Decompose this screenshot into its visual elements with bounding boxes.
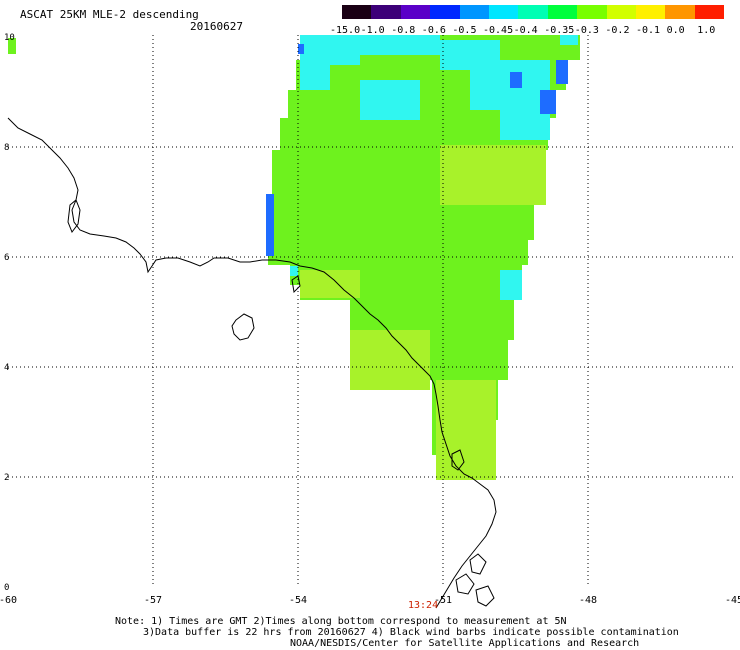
y-tick-label: 2 <box>4 473 9 483</box>
y-tick-label: 0 <box>4 583 9 593</box>
note-line-3: NOAA/NESDIS/Center for Satellite Applica… <box>290 638 640 649</box>
y-tick-label: 8 <box>4 143 9 153</box>
legend-label: 0.0 <box>666 25 685 36</box>
x-tick-label: -51 <box>434 595 452 606</box>
color-legend-bar <box>342 5 725 19</box>
swath-cell <box>298 44 304 54</box>
x-tick-label: -60 <box>0 595 17 606</box>
legend-label: -0.35 <box>544 25 575 36</box>
legend-label: -1.0 <box>360 25 385 36</box>
island-coast <box>469 553 487 575</box>
swath-cell <box>500 270 522 300</box>
swath-cell <box>360 35 440 55</box>
lat-lon-grid <box>8 35 734 587</box>
legend-swatch <box>577 5 607 19</box>
coastline <box>7 117 497 609</box>
y-tick-label: 6 <box>4 253 9 263</box>
x-tick-label: -48 <box>579 595 597 606</box>
scatterometer-swath <box>8 35 580 480</box>
swath-cell <box>560 35 578 45</box>
x-tick-label: -54 <box>289 595 307 606</box>
x-tick-label: -45 <box>725 595 740 606</box>
swath-cell <box>350 330 430 390</box>
swath-cell <box>8 38 16 54</box>
swath-cell <box>360 80 420 120</box>
swath-cell <box>300 270 360 298</box>
legend-label: 1.0 <box>697 25 716 36</box>
note-line-2: 3)Data buffer is 22 hrs from 20160627 4)… <box>143 627 679 638</box>
note-line-1: Note: 1) Times are GMT 2)Times along bot… <box>115 616 567 627</box>
legend-swatch <box>488 5 519 19</box>
legend-swatch <box>606 5 636 19</box>
swath-cell <box>436 380 496 480</box>
time-label: 13:24 <box>408 600 439 611</box>
legend-label: -0.45 <box>483 25 514 36</box>
legend-label: -0.1 <box>636 25 661 36</box>
swath-cell <box>510 72 522 88</box>
legend-label: -0.8 <box>391 25 416 36</box>
swath-cell <box>266 194 274 256</box>
swath-cell <box>556 60 568 84</box>
legend-swatch <box>635 5 666 19</box>
legend-label: -0.4 <box>513 25 538 36</box>
legend-swatch <box>459 5 489 19</box>
legend-swatch <box>694 5 725 19</box>
swath-cell <box>440 145 546 205</box>
coastline-path <box>7 117 497 609</box>
swath-cell <box>540 90 556 114</box>
legend-swatch <box>665 5 695 19</box>
legend-swatch <box>342 5 372 19</box>
swath-cell <box>300 60 330 90</box>
legend-label: -0.2 <box>605 25 630 36</box>
legend-swatch <box>400 5 431 19</box>
legend-swatch <box>547 5 578 19</box>
map-title: ASCAT 25KM MLE-2 descending <box>20 8 199 21</box>
island-coast <box>451 449 465 471</box>
legend-swatch <box>430 5 460 19</box>
legend-label: -15.0 <box>330 25 361 36</box>
axis-tick-labels: -60 -57 -54 -51 -48 -45 0 2 4 6 8 10 <box>0 33 740 606</box>
legend-label: -0.3 <box>574 25 599 36</box>
swath-cell <box>268 240 528 265</box>
map-date: 20160627 <box>190 20 243 33</box>
legend-label: -0.6 <box>421 25 446 36</box>
island-coast <box>291 275 301 294</box>
island-coast <box>231 313 255 341</box>
y-tick-label: 10 <box>4 33 15 43</box>
swath-cell <box>290 266 298 276</box>
legend-swatch <box>371 5 401 19</box>
island-coast <box>475 585 495 607</box>
island-coast <box>455 573 475 595</box>
island-coast <box>67 199 81 234</box>
legend-label: -0.5 <box>452 25 477 36</box>
legend-swatch <box>518 5 548 19</box>
y-tick-label: 4 <box>4 363 9 373</box>
x-tick-label: -57 <box>144 595 162 606</box>
